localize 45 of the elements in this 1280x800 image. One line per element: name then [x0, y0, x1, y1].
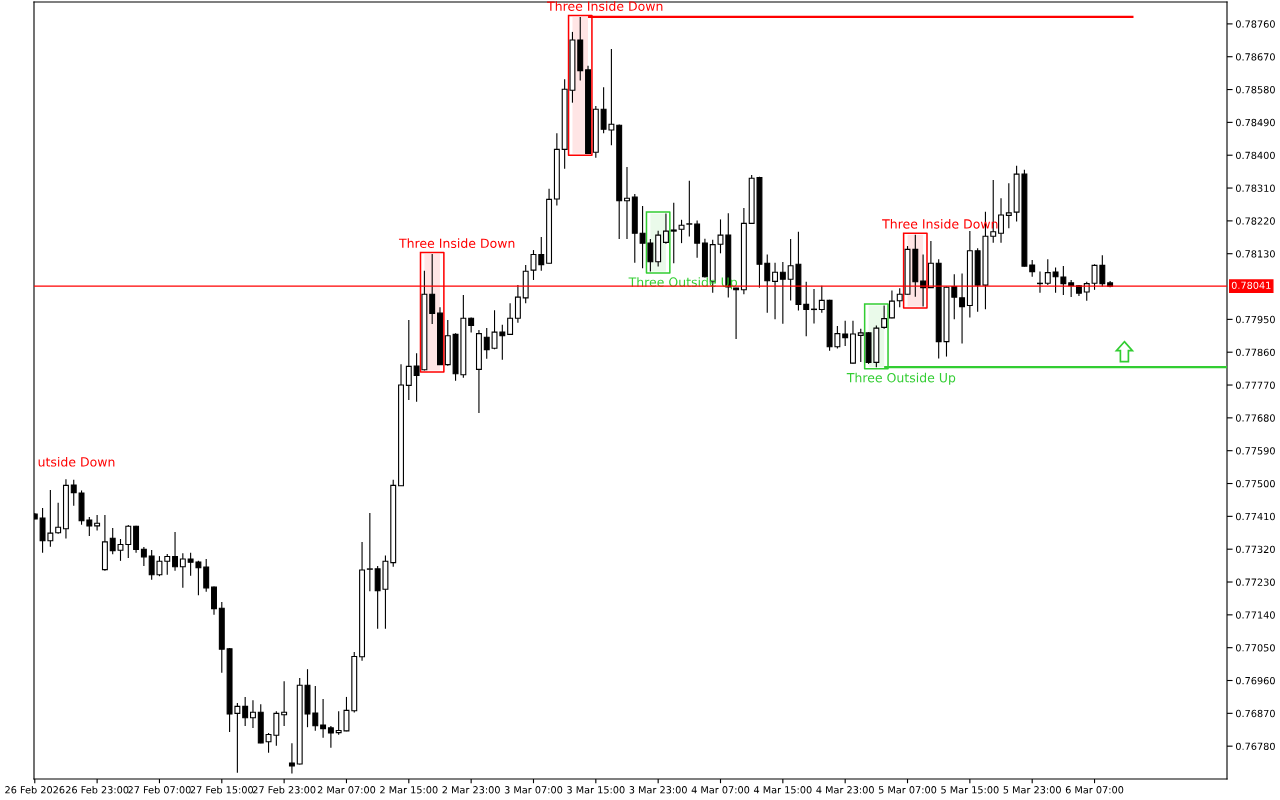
y-tick-label: 0.76780	[1235, 742, 1275, 750]
x-tick-label: 27 Feb 23:00	[252, 785, 316, 794]
x-tick-label: 4 Mar 15:00	[753, 786, 812, 794]
annotation: utside Down	[38, 456, 115, 467]
x-tick-label: 26 Feb 2026	[5, 785, 65, 794]
x-tick-label: 27 Feb 07:00	[128, 785, 191, 794]
ref-line-label: 0.78041	[1231, 281, 1271, 289]
y-tick-label: 0.77230	[1235, 578, 1275, 586]
x-tick-label: 3 Mar 07:00	[504, 786, 563, 794]
x-tick-label: 3 Mar 15:00	[567, 786, 625, 794]
y-tick-label: 0.78310	[1235, 184, 1275, 192]
y-tick-label: 0.77050	[1235, 644, 1275, 652]
y-tick-label: 0.78220	[1235, 217, 1275, 225]
x-tick-label: 4 Mar 23:00	[816, 786, 874, 794]
y-tick-label: 0.77680	[1235, 414, 1275, 422]
x-tick-label: 5 Mar 07:00	[878, 786, 937, 794]
x-tick-label: 5 Mar 15:00	[941, 786, 999, 794]
y-tick-label: 0.77770	[1235, 381, 1275, 389]
x-tick-label: 2 Mar 23:00	[442, 786, 500, 794]
y-tick-label: 0.78490	[1235, 118, 1275, 127]
x-tick-label: 6 Mar 07:00	[1065, 786, 1124, 794]
x-tick-label: 2 Mar 15:00	[380, 786, 438, 794]
y-tick-label: 0.78130	[1235, 250, 1275, 258]
y-tick-label: 0.78580	[1235, 86, 1275, 94]
x-tick-label: 2 Mar 07:00	[317, 786, 376, 794]
y-tick-label: 0.78670	[1235, 53, 1275, 61]
y-tick-label: 0.77500	[1235, 480, 1275, 488]
y-tick-label: 0.78400	[1235, 151, 1275, 160]
y-tick-label: 0.77140	[1235, 611, 1275, 619]
y-tick-label: 0.77860	[1235, 348, 1275, 357]
y-tick-label: 0.76960	[1235, 676, 1275, 685]
x-tick-label: 5 Mar 23:00	[1003, 786, 1061, 794]
x-tick-label: 3 Mar 23:00	[629, 786, 687, 794]
text: Three Inside Down	[398, 238, 515, 248]
series-label: Three Inside Down	[547, 1, 663, 11]
y-tick-label: 0.77320	[1235, 545, 1275, 554]
x-tick-label: 27 Feb 15:00	[190, 785, 254, 794]
y-tick-label: 0.77950	[1235, 315, 1275, 324]
y-tick-label: 0.76870	[1235, 709, 1275, 718]
x-tick-label: 4 Mar 07:00	[691, 786, 750, 794]
y-tick-label: 0.78760	[1235, 20, 1275, 28]
y-tick-label: 0.77410	[1235, 512, 1275, 521]
series-label: Three Outside Up	[846, 372, 956, 385]
y-tick-label: 0.77590	[1235, 447, 1275, 455]
x-tick-label: 26 Feb 23:00	[65, 785, 129, 794]
